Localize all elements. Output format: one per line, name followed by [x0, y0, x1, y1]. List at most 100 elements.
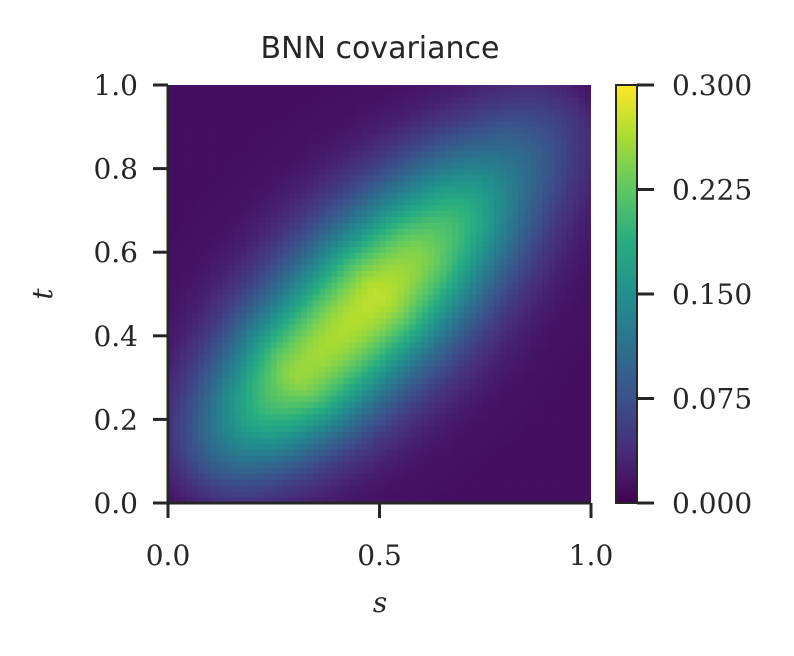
heatmap-cell [391, 401, 399, 409]
heatmap-cell [482, 192, 489, 200]
heatmap-cell [313, 359, 320, 367]
heatmap-cell [198, 323, 205, 331]
heatmap-cell [367, 216, 375, 223]
heatmap-cell [494, 467, 501, 474]
heatmap-cell [421, 222, 429, 229]
heatmap-cell [210, 305, 217, 313]
heatmap-cell [313, 449, 320, 456]
heatmap-cell [264, 365, 272, 373]
heatmap-cell [337, 204, 344, 211]
heatmap-cell [294, 449, 302, 456]
heatmap-cell [367, 407, 375, 415]
heatmap-cell [464, 449, 471, 456]
heatmap-cell [234, 174, 242, 182]
heatmap-cell [572, 114, 580, 122]
heatmap-cell [300, 383, 308, 391]
heatmap-cell [306, 383, 314, 391]
heatmap-cell [433, 305, 441, 313]
heatmap-cell [337, 282, 344, 289]
heatmap-cell [554, 114, 562, 122]
heatmap-cell [313, 323, 320, 331]
heatmap-cell [228, 282, 236, 289]
heatmap-cell [427, 377, 435, 385]
heatmap-cell [385, 108, 393, 116]
heatmap-cell [222, 323, 230, 331]
heatmap-cell [445, 317, 453, 325]
heatmap-cell [433, 102, 441, 110]
heatmap-cell [210, 473, 217, 480]
heatmap-cell [488, 120, 495, 128]
heatmap-cell [198, 443, 205, 450]
heatmap-cell [264, 114, 272, 122]
heatmap-cell [584, 246, 591, 253]
heatmap-cell [228, 467, 236, 474]
heatmap-cell [524, 294, 532, 301]
heatmap-cell [415, 359, 423, 367]
heatmap-cell [572, 329, 580, 337]
heatmap-cell [439, 311, 447, 319]
heatmap-cell [349, 323, 356, 331]
heatmap-cell [282, 383, 290, 391]
heatmap-cell [228, 138, 236, 146]
heatmap-cell [319, 395, 326, 403]
heatmap-cell [524, 323, 532, 331]
heatmap-cell [536, 317, 544, 325]
heatmap-cell [186, 222, 193, 229]
heatmap-cell [325, 288, 332, 295]
heatmap-cell [476, 329, 483, 337]
heatmap-cell [421, 461, 429, 468]
heatmap-cell [313, 311, 320, 319]
heatmap-cell [445, 431, 453, 438]
heatmap-cell [572, 305, 580, 313]
heatmap-cell [373, 198, 381, 206]
heatmap-cell [325, 186, 332, 194]
heatmap-cell [325, 138, 332, 146]
heatmap-cell [355, 401, 362, 409]
heatmap-cell [427, 252, 435, 259]
heatmap-cell [500, 491, 507, 498]
heatmap-cell [306, 150, 314, 158]
heatmap-cell [361, 299, 369, 307]
heatmap-cell [174, 425, 181, 432]
heatmap-cell [252, 467, 260, 474]
heatmap-cell [270, 156, 278, 164]
heatmap-cell [506, 401, 514, 409]
heatmap-cell [228, 341, 236, 349]
heatmap-cell [270, 467, 278, 474]
heatmap-cell [470, 443, 477, 450]
heatmap-cell [415, 473, 423, 480]
heatmap-cell [578, 108, 586, 116]
heatmap-cell [367, 455, 375, 462]
heatmap-cell [252, 156, 260, 164]
heatmap-cell [306, 85, 314, 92]
heatmap-cell [433, 491, 441, 498]
heatmap-cell [536, 144, 544, 152]
heatmap-cell [313, 240, 320, 247]
heatmap-cell [494, 377, 501, 385]
heatmap-cell [246, 144, 254, 152]
heatmap-cell [488, 395, 495, 403]
heatmap-cell [210, 156, 217, 164]
heatmap-cell [186, 305, 193, 313]
heatmap-cell [192, 365, 199, 373]
heatmap-cell [198, 431, 205, 438]
heatmap-cell [367, 102, 375, 110]
heatmap-cell [300, 258, 308, 265]
heatmap-cell [518, 371, 526, 379]
heatmap-cell [252, 359, 260, 367]
heatmap-cell [313, 186, 320, 194]
heatmap-cell [542, 270, 550, 277]
heatmap-cell [294, 264, 302, 271]
heatmap-cell [234, 294, 242, 301]
heatmap-cell [433, 467, 441, 474]
heatmap-cell [512, 252, 520, 259]
heatmap-cell [421, 443, 429, 450]
heatmap-cell [186, 258, 193, 265]
heatmap-cell [234, 437, 242, 444]
heatmap-cell [578, 276, 586, 283]
heatmap-cell [584, 198, 591, 206]
heatmap-cell [512, 317, 520, 325]
heatmap-cell [464, 473, 471, 480]
heatmap-cell [391, 234, 399, 241]
heatmap-cell [282, 311, 290, 319]
